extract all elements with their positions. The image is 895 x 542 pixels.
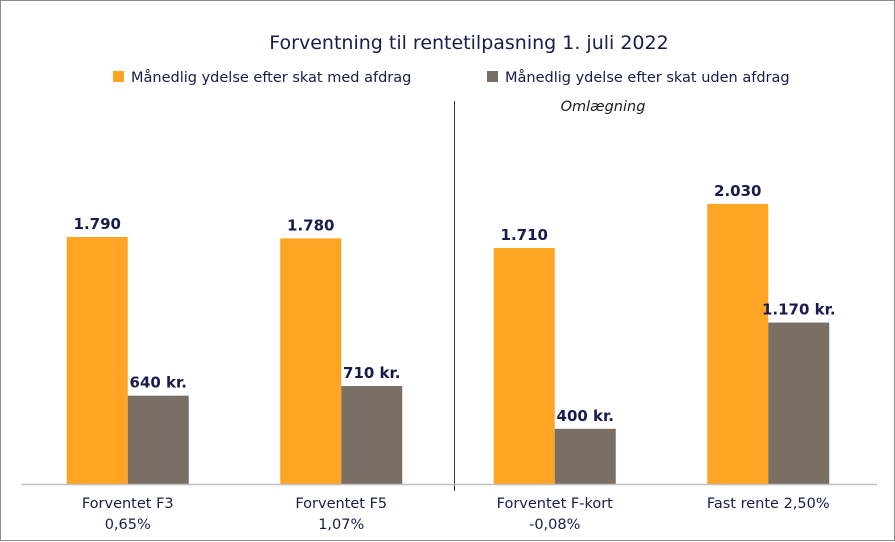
data-label: 1.710 — [501, 226, 548, 244]
bar-with-repayment — [493, 248, 555, 484]
category-label: Fast rente 2,50% — [707, 496, 830, 512]
data-label: 710 kr. — [343, 364, 400, 382]
category-rate-label: 0,65% — [105, 517, 151, 533]
legend-swatch-without-repayment — [487, 71, 498, 82]
data-label: 1.170 kr. — [762, 301, 836, 319]
data-label: 400 kr. — [557, 407, 614, 425]
bar-with-repayment — [707, 203, 769, 484]
annotation-omlaegning: Omlægning — [561, 99, 646, 115]
bar-with-repayment — [280, 238, 342, 484]
bars: 1.790 640 kr. 1.780 710 kr. 1.710 400 kr. 2.03… — [66, 182, 836, 484]
legend: Månedlig ydelse efter skat med afdrag Må… — [113, 69, 790, 86]
category-label: Forventet F3 — [82, 496, 174, 512]
bar-without-repayment — [341, 386, 403, 484]
legend-swatch-with-repayment — [113, 71, 124, 82]
data-label: 1.790 — [74, 215, 121, 233]
bar-without-repayment — [554, 428, 616, 484]
legend-label-without-repayment: Månedlig ydelse efter skat uden afdrag — [505, 69, 790, 86]
chart-title: Forventning til rentetilpasning 1. juli … — [269, 32, 668, 54]
bar-with-repayment — [66, 237, 128, 484]
data-label: 1.780 — [287, 216, 334, 234]
category-label: Forventet F5 — [295, 496, 387, 512]
legend-label-with-repayment: Månedlig ydelse efter skat med afdrag — [131, 69, 411, 86]
bar-without-repayment — [127, 395, 189, 484]
category-rate-label: -0,08% — [529, 517, 580, 533]
category-label: Forventet F-kort — [497, 496, 614, 512]
category-rate-label: 1,07% — [318, 517, 364, 533]
bar-without-repayment — [768, 322, 830, 484]
data-label: 2.030 — [714, 182, 761, 200]
data-label: 640 kr. — [130, 374, 187, 392]
category-labels: Forventet F3 0,65% Forventet F5 1,07% Forven… — [82, 496, 830, 533]
